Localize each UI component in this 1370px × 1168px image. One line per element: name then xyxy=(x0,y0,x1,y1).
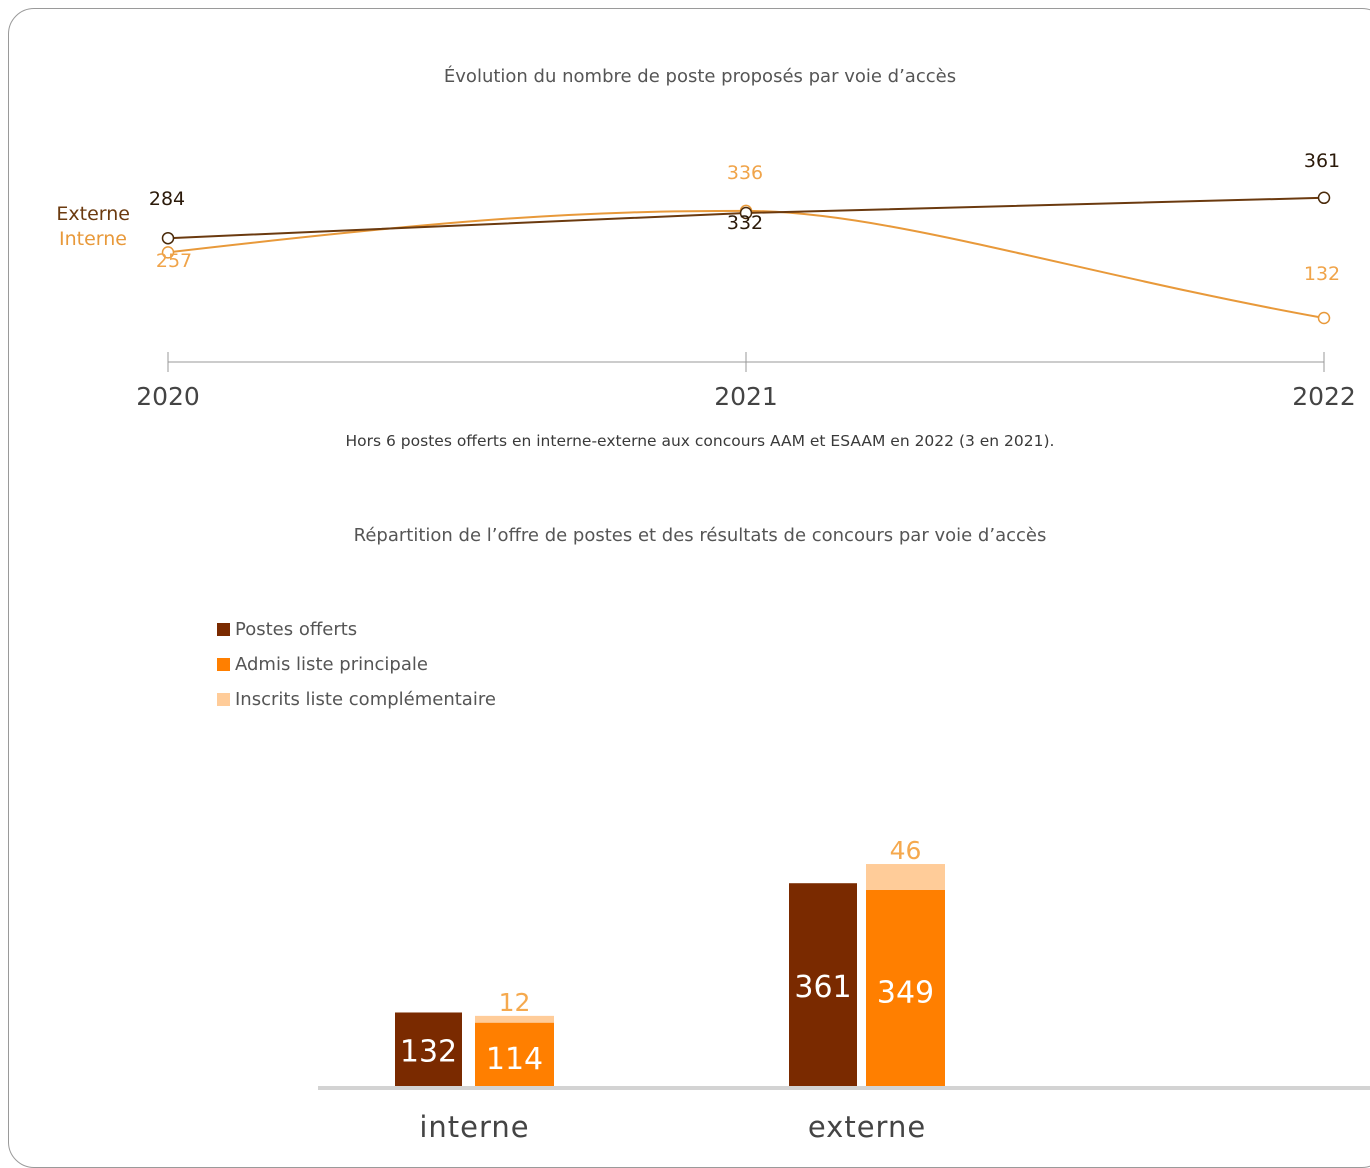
data-label-inscrits-liste-complementaire-externe: 46 xyxy=(890,836,922,865)
line-chart-note: Hors 6 postes offerts en interne-externe… xyxy=(345,432,1055,450)
data-label-interne-2021: 336 xyxy=(727,162,763,184)
legend-swatch-2 xyxy=(217,693,230,706)
category-label-interne: interne xyxy=(419,1110,529,1144)
point-externe-2022 xyxy=(1317,191,1331,205)
point-interne-2022 xyxy=(1317,311,1331,325)
data-label-admis-liste-principale-externe: 349 xyxy=(877,975,934,1010)
legend-label-1: Admis liste principale xyxy=(235,654,428,675)
x-tick-label-2020: 2020 xyxy=(136,382,200,411)
x-tick-label-2021: 2021 xyxy=(714,382,778,411)
data-label-inscrits-liste-complementaire-interne: 12 xyxy=(499,988,531,1017)
category-label-externe: externe xyxy=(808,1110,926,1144)
legend-externe: Externe xyxy=(56,203,130,225)
bar-postes-offerts-interne xyxy=(395,1012,462,1087)
bar-admis-liste-principale-externe xyxy=(866,889,945,1087)
data-label-postes-offerts-externe: 361 xyxy=(794,970,851,1005)
bar-inscrits-liste-complementaire-externe xyxy=(866,864,945,890)
legend-label-0: Postes offerts xyxy=(235,619,357,640)
point-externe-2020 xyxy=(161,231,175,245)
data-label-postes-offerts-interne: 132 xyxy=(400,1035,457,1070)
bar-inscrits-liste-complementaire-interne xyxy=(475,1015,554,1023)
data-label-externe-2020: 284 xyxy=(149,188,185,210)
point-externe-2021 xyxy=(739,206,753,220)
bar-postes-offerts-externe xyxy=(789,883,857,1087)
data-label-interne-2020: 257 xyxy=(156,250,192,272)
legend-swatch-1 xyxy=(217,658,230,671)
legend-label-2: Inscrits liste complémentaire xyxy=(235,689,496,710)
legend-swatch-0 xyxy=(217,623,230,636)
bar-chart-title: Répartition de l’offre de postes et des … xyxy=(353,525,1047,546)
bar-admis-liste-principale-interne xyxy=(475,1022,554,1087)
point-interne-2020 xyxy=(161,246,175,259)
legend-interne: Interne xyxy=(59,228,127,250)
data-label-admis-liste-principale-interne: 114 xyxy=(486,1042,543,1077)
data-label-interne-2022: 132 xyxy=(1304,263,1340,285)
x-tick-label-2022: 2022 xyxy=(1292,382,1356,411)
line-chart-title: Évolution du nombre de poste proposés pa… xyxy=(443,66,957,87)
data-label-externe-2022: 361 xyxy=(1304,150,1340,172)
data-label-externe-2021: 332 xyxy=(727,212,763,234)
bar-baseline xyxy=(318,1086,1370,1090)
